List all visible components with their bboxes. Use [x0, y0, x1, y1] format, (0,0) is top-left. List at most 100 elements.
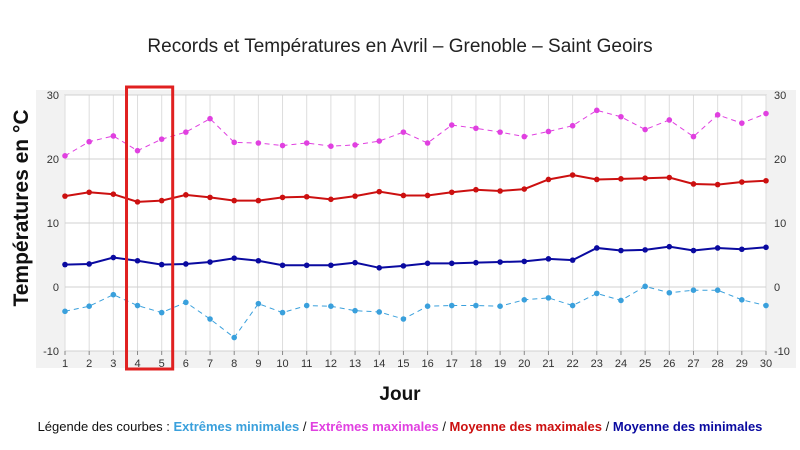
x-tick-label: 19	[494, 358, 506, 370]
y-tick-label-left: 30	[47, 90, 59, 102]
series-1-point	[86, 303, 92, 310]
series-1-point	[134, 302, 141, 309]
series-1-point	[424, 303, 431, 310]
legend-separator: /	[602, 419, 613, 434]
x-tick-label: 13	[349, 358, 361, 370]
series-3-point	[714, 181, 721, 188]
series-4-point	[569, 257, 576, 263]
x-tick-label: 10	[276, 358, 288, 370]
series-2-point	[110, 133, 117, 139]
series-1-point	[739, 297, 745, 303]
series-2-point	[521, 133, 528, 140]
x-tick-label: 4	[134, 358, 140, 370]
series-3-point	[158, 197, 165, 204]
series-2-point	[448, 122, 455, 128]
series-4-point	[86, 261, 92, 267]
series-1-point	[763, 302, 769, 309]
series-3-point	[86, 189, 92, 196]
series-2-point	[714, 112, 721, 118]
series-1-point	[376, 309, 383, 315]
y-tick-label-left: 10	[47, 218, 59, 230]
series-1-point	[569, 302, 576, 309]
highlight-box	[125, 85, 175, 371]
y-tick-label-right: 30	[774, 90, 786, 102]
series-1-point	[183, 299, 189, 306]
x-tick-label: 5	[159, 358, 165, 370]
series-3-point	[618, 176, 624, 182]
series-4-point	[545, 256, 552, 262]
series-line-3	[64, 173, 767, 203]
series-4-point	[714, 245, 721, 251]
series-3-point	[255, 197, 262, 204]
series-4-point	[666, 243, 673, 250]
series-3-point	[134, 199, 141, 205]
series-1-point	[158, 309, 165, 316]
series-4-point	[183, 261, 189, 267]
series-2-point	[352, 142, 358, 148]
legend-item-extremes-minimales: Extrêmes minimales	[173, 419, 300, 434]
x-tick-label: 20	[518, 358, 530, 370]
series-3-point	[231, 197, 238, 204]
series-4-point	[593, 245, 600, 251]
series-3-point	[424, 192, 431, 199]
x-tick-label: 30	[760, 358, 772, 370]
series-2-point	[303, 140, 310, 146]
series-3-point	[763, 177, 769, 184]
x-tick-label: 27	[687, 358, 699, 370]
x-tick-label: 2	[86, 358, 92, 370]
series-2-point	[376, 138, 383, 144]
series-2-point	[328, 143, 334, 149]
series-2-point	[158, 136, 165, 142]
series-4-point	[473, 259, 479, 266]
series-2-point	[424, 140, 431, 146]
x-tick-label: 28	[712, 358, 724, 370]
legend-prefix: Légende des courbes :	[37, 419, 174, 434]
series-3-point	[183, 192, 189, 198]
series-4-point	[207, 259, 213, 265]
series-3-point	[497, 188, 503, 194]
series-line-2	[64, 109, 767, 157]
series-4-point	[231, 255, 238, 261]
x-tick-label: 14	[373, 358, 385, 370]
x-tick-label: 15	[397, 358, 409, 370]
series-2-point	[473, 125, 479, 132]
series-3-point	[666, 174, 673, 181]
series-4-point	[690, 247, 697, 254]
series-3-point	[328, 196, 334, 203]
series-3-point	[400, 192, 407, 199]
series-4-point	[400, 263, 407, 269]
x-tick-label: 24	[615, 358, 627, 370]
series-2-point	[593, 107, 600, 114]
x-tick-label: 26	[663, 358, 675, 370]
series-3-point	[521, 186, 528, 192]
x-tick-label: 8	[231, 358, 237, 370]
x-axis-label: Jour	[379, 384, 421, 405]
series-line-4	[64, 245, 767, 269]
series-2-point	[183, 129, 189, 135]
series-2-point	[618, 113, 624, 120]
legend-item-extremes-maximales: Extrêmes maximales	[310, 419, 439, 434]
legend-separator: /	[299, 419, 311, 434]
series-4-point	[255, 257, 262, 264]
legend-item-moyenne-des-minimales: Moyenne des minimales	[612, 419, 763, 434]
series-4-point	[642, 247, 648, 253]
y-tick-label-right: 10	[774, 218, 786, 230]
series-4-point	[497, 259, 503, 265]
y-tick-label-right: -10	[774, 346, 790, 358]
series-2-point	[134, 147, 141, 154]
series-4-point	[448, 260, 455, 267]
series-4-point	[62, 261, 68, 268]
series-2-point	[255, 140, 262, 146]
series-1-point	[110, 291, 117, 298]
series-2-point	[400, 129, 407, 135]
y-tick-label-left: 0	[53, 282, 59, 294]
series-1-point	[497, 303, 503, 310]
series-2-point	[739, 120, 745, 126]
legend-item-moyenne-des-maximales: Moyenne des maximales	[449, 419, 603, 434]
series-3-point	[110, 191, 117, 197]
series-2-point	[569, 122, 576, 129]
series-1-point	[328, 303, 334, 310]
series-4-point	[618, 247, 624, 254]
x-tick-label: 11	[301, 358, 312, 370]
